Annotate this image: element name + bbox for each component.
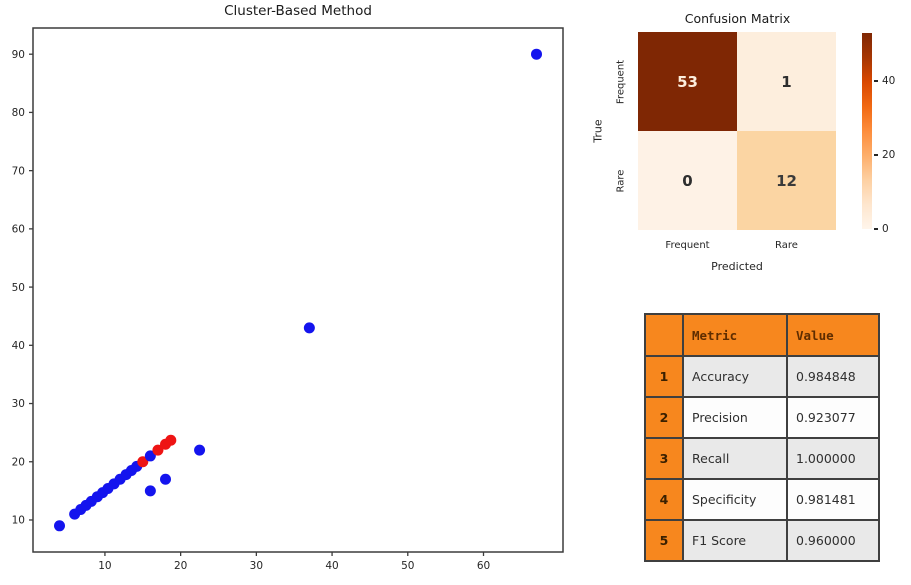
table-header-row: Metric Value (644, 313, 880, 357)
confusion-row-label: Rare (615, 169, 627, 192)
metric-name-cell: F1 Score (682, 519, 788, 562)
colorbar-tick-label: 20 (882, 149, 896, 162)
x-tick-label: 20 (174, 560, 187, 572)
table-header-cell: Metric (682, 313, 788, 357)
confusion-matrix-grid: 53 1 0 12 (638, 32, 836, 230)
y-tick-label: 30 (12, 398, 25, 410)
y-tick-label: 20 (12, 456, 25, 468)
y-tick-label: 40 (12, 340, 25, 352)
metrics-table-panel: Metric Value 1 Accuracy 0.984848 2 Precision 0.… (644, 313, 880, 562)
metric-name-cell: Precision (682, 396, 788, 439)
table-row: 4 Specificity 0.981481 (644, 478, 880, 521)
scatter-point-blue (160, 473, 171, 485)
scatter-point-red (137, 456, 149, 468)
scatter-title: Cluster-Based Method (224, 3, 372, 19)
metric-value-cell: 0.960000 (786, 519, 880, 562)
y-tick-label: 60 (12, 224, 25, 236)
metric-value-cell: 0.981481 (786, 478, 880, 521)
confusion-cell: 0 (638, 131, 737, 230)
colorbar-tick-label: 40 (882, 75, 896, 88)
table-row: 5 F1 Score 0.960000 (644, 519, 880, 562)
confusion-matrix-title: Confusion Matrix (684, 11, 791, 26)
confusion-matrix-y-axis-label: True (591, 119, 605, 143)
table-row: 3 Recall 1.000000 (644, 437, 880, 480)
y-tick-label: 90 (12, 49, 25, 61)
plot-border (32, 27, 564, 553)
x-tick-label: 30 (250, 560, 263, 572)
x-tick-label: 10 (98, 560, 111, 572)
colorbar-tick-label: 0 (882, 223, 889, 235)
scatter-point-red (165, 434, 177, 446)
metric-name-cell: Accuracy (682, 355, 788, 398)
table-row: 2 Precision 0.923077 (644, 396, 880, 439)
confusion-row-label: Frequent (615, 59, 627, 104)
table-header-cell: Value (786, 313, 880, 357)
x-tick-label: 60 (477, 560, 490, 572)
table-row: 1 Accuracy 0.984848 (644, 355, 880, 398)
y-tick-label: 10 (12, 515, 25, 527)
confusion-cell: 1 (737, 32, 836, 131)
metric-name-cell: Specificity (682, 478, 788, 521)
x-tick-label: 40 (325, 560, 338, 572)
scatter-plot-panel: Cluster-Based Method 10 20 30 40 50 60 10 20 30 4… (12, 3, 564, 572)
metric-value-cell: 0.984848 (786, 355, 880, 398)
metric-name-cell: Recall (682, 437, 788, 480)
table-row-number: 4 (644, 478, 684, 521)
scatter-point-blue (531, 48, 542, 60)
metrics-table: Metric Value 1 Accuracy 0.984848 2 Precision 0.… (644, 313, 880, 562)
confusion-col-label: Frequent (665, 240, 710, 251)
confusion-matrix-x-axis-label: Predicted (711, 260, 763, 273)
table-corner-cell (644, 313, 684, 357)
y-tick-label: 70 (12, 165, 25, 177)
table-row-number: 2 (644, 396, 684, 439)
scatter-point-blue (144, 485, 156, 497)
colorbar-tick (874, 154, 878, 156)
scatter-point-blue (303, 322, 315, 334)
confusion-cell: 53 (638, 32, 737, 131)
table-row-number: 3 (644, 437, 684, 480)
scatter-point-blue (54, 520, 65, 532)
colorbar-tick (874, 228, 878, 230)
y-tick-label: 80 (12, 107, 25, 119)
confusion-col-label: Rare (775, 240, 798, 251)
table-row-number: 5 (644, 519, 684, 562)
scatter-svg: 10 20 30 40 50 60 10 20 30 40 50 60 70 80 90 (12, 27, 564, 572)
table-row-number: 1 (644, 355, 684, 398)
colorbar-tick (874, 80, 878, 82)
y-tick-label: 50 (12, 282, 25, 294)
scatter-point-blue (194, 444, 206, 456)
confusion-matrix-panel: Confusion Matrix True 53 1 0 12 Frequent Rar… (585, 0, 911, 300)
x-tick-label: 50 (401, 560, 414, 572)
scatter-point-blue (144, 450, 156, 462)
metric-value-cell: 1.000000 (786, 437, 880, 480)
scatter-point-red (152, 444, 164, 456)
metric-value-cell: 0.923077 (786, 396, 880, 439)
colorbar: 0 20 40 (862, 33, 895, 235)
confusion-cell: 12 (737, 131, 836, 230)
